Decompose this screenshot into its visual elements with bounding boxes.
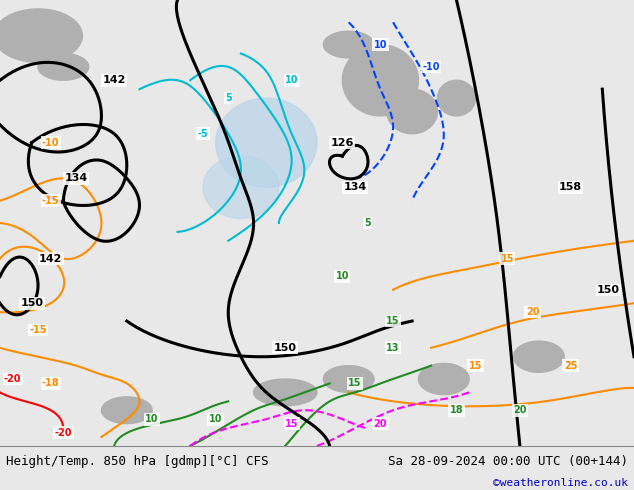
Text: 150: 150	[597, 285, 620, 295]
Text: 142: 142	[103, 75, 126, 85]
Text: ©weatheronline.co.uk: ©weatheronline.co.uk	[493, 478, 628, 489]
Polygon shape	[514, 341, 564, 372]
Text: 20: 20	[513, 405, 527, 415]
Text: 126: 126	[331, 138, 354, 147]
Polygon shape	[254, 379, 317, 406]
Text: 10: 10	[285, 75, 299, 85]
Text: -10: -10	[42, 138, 60, 147]
Polygon shape	[387, 89, 437, 134]
Polygon shape	[38, 53, 89, 80]
Text: 20: 20	[373, 418, 387, 429]
Polygon shape	[437, 80, 476, 116]
Text: 10: 10	[373, 40, 387, 49]
Text: 13: 13	[386, 343, 400, 353]
Text: 15: 15	[285, 418, 299, 429]
Text: -10: -10	[422, 62, 440, 72]
Text: 20: 20	[526, 307, 540, 317]
Text: Sa 28-09-2024 00:00 UTC (00+144): Sa 28-09-2024 00:00 UTC (00+144)	[387, 455, 628, 468]
Text: -15: -15	[42, 196, 60, 206]
Text: 10: 10	[209, 414, 223, 424]
Polygon shape	[203, 156, 279, 219]
Text: 10: 10	[145, 414, 159, 424]
Text: -20: -20	[55, 427, 72, 438]
Text: 134: 134	[344, 182, 366, 192]
Text: -5: -5	[198, 129, 208, 139]
Polygon shape	[342, 45, 418, 116]
Text: 150: 150	[274, 343, 297, 353]
Text: 10: 10	[335, 271, 349, 281]
Text: 25: 25	[564, 361, 578, 370]
Polygon shape	[101, 397, 152, 423]
Text: 15: 15	[469, 361, 482, 370]
Text: 18: 18	[450, 405, 463, 415]
Text: 158: 158	[559, 182, 582, 192]
Polygon shape	[0, 9, 82, 62]
Polygon shape	[216, 98, 317, 187]
Text: 15: 15	[348, 378, 362, 389]
Text: 142: 142	[39, 254, 62, 264]
Text: -18: -18	[42, 378, 60, 389]
Text: 134: 134	[65, 173, 87, 183]
Polygon shape	[323, 31, 374, 58]
Polygon shape	[418, 364, 469, 394]
Text: -15: -15	[29, 325, 47, 335]
Text: 15: 15	[500, 254, 514, 264]
Text: 15: 15	[386, 316, 400, 326]
Text: 5: 5	[365, 218, 371, 228]
Text: 5: 5	[225, 93, 231, 103]
Text: 150: 150	[20, 298, 43, 308]
Polygon shape	[323, 366, 374, 392]
Text: -20: -20	[4, 374, 22, 384]
Text: Height/Temp. 850 hPa [gdmp][°C] CFS: Height/Temp. 850 hPa [gdmp][°C] CFS	[6, 455, 269, 468]
